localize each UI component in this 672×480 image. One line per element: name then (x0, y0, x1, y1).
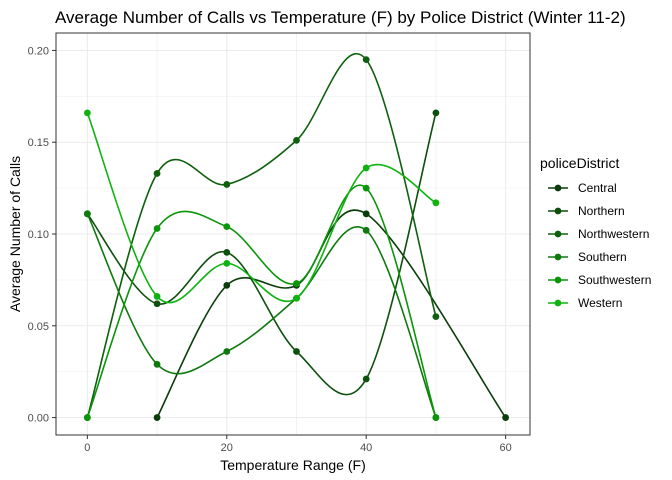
data-point-northern (153, 300, 161, 308)
y-tick-label: 0.05 (28, 321, 49, 333)
data-point-southwestern (362, 184, 370, 192)
data-point-southwestern (293, 280, 300, 287)
legend-label: Central (578, 181, 617, 195)
chart-title: Average Number of Calls vs Temperature (… (55, 8, 626, 27)
legend-label: Western (578, 296, 622, 310)
data-point-western (362, 164, 370, 172)
y-tick-label: 0.00 (28, 413, 49, 425)
x-tick-label: 20 (221, 442, 233, 454)
series-line-southern (86, 213, 437, 418)
legend-item-northern: Northern (548, 204, 625, 218)
legend-label: Northern (578, 204, 625, 218)
legend-item-southern: Southern (548, 250, 627, 264)
data-point-northwestern (362, 56, 370, 64)
data-point-central (502, 414, 510, 421)
x-tick-label: 40 (360, 442, 372, 454)
legend-item-central: Central (548, 181, 617, 195)
data-point-southern (153, 360, 161, 368)
legend: policeDistrict Central Northern Northweste… (540, 155, 651, 310)
data-point-western (432, 199, 440, 207)
data-point-western (153, 293, 161, 300)
data-point-northern (432, 109, 440, 117)
data-point-southern (223, 348, 231, 355)
series-layer (83, 53, 510, 421)
data-point-northwestern (223, 181, 231, 188)
legend-key-point (554, 253, 562, 261)
data-point-southern (362, 226, 370, 234)
data-point-northwestern (293, 136, 300, 144)
legend-item-northwestern: Northwestern (548, 227, 649, 241)
legend-label: Southern (578, 250, 627, 264)
data-point-northwestern (153, 170, 161, 177)
data-point-western (293, 294, 300, 302)
data-point-western (83, 109, 91, 117)
legend-items: Central Northern Northwestern Southern South… (548, 181, 651, 310)
legend-key-point (554, 184, 562, 192)
legend-title: policeDistrict (540, 155, 619, 171)
data-point-southwestern (83, 414, 91, 421)
legend-key-point (554, 276, 562, 284)
x-tick-label: 60 (499, 442, 511, 454)
legend-key-point (554, 299, 562, 307)
legend-label: Northwestern (578, 227, 649, 241)
data-point-central (153, 414, 161, 421)
series-line-northwestern (86, 53, 437, 418)
data-point-southwestern (153, 225, 161, 232)
data-point-western (223, 259, 231, 267)
y-tick-label: 0.15 (28, 137, 49, 149)
data-point-northwestern (432, 313, 440, 321)
data-point-northern (223, 248, 231, 256)
y-tick-label: 0.10 (28, 229, 49, 241)
data-point-central (223, 281, 231, 289)
data-point-southern (83, 210, 91, 218)
data-point-northern (362, 375, 370, 383)
series-line-southwestern (86, 184, 437, 418)
legend-item-southwestern: Southwestern (548, 273, 651, 287)
y-axis-title: Average Number of Calls (7, 156, 23, 312)
x-axis-title: Temperature Range (F) (220, 457, 366, 473)
legend-key-point (554, 230, 562, 238)
data-point-southwestern (432, 414, 440, 421)
legend-label: Southwestern (578, 273, 651, 287)
data-point-central (362, 210, 370, 218)
y-tick-label: 0.20 (28, 45, 49, 57)
legend-item-western: Western (548, 296, 622, 310)
legend-key-point (554, 207, 562, 215)
x-tick-label: 0 (84, 442, 90, 454)
grid (56, 33, 530, 435)
series-southwestern (83, 184, 440, 421)
series-western (83, 109, 440, 304)
ticks: 0 20 40 60 0.00 0.05 0.10 0.15 0.20 (28, 45, 512, 454)
data-point-southwestern (223, 223, 231, 231)
data-point-northern (293, 348, 300, 355)
